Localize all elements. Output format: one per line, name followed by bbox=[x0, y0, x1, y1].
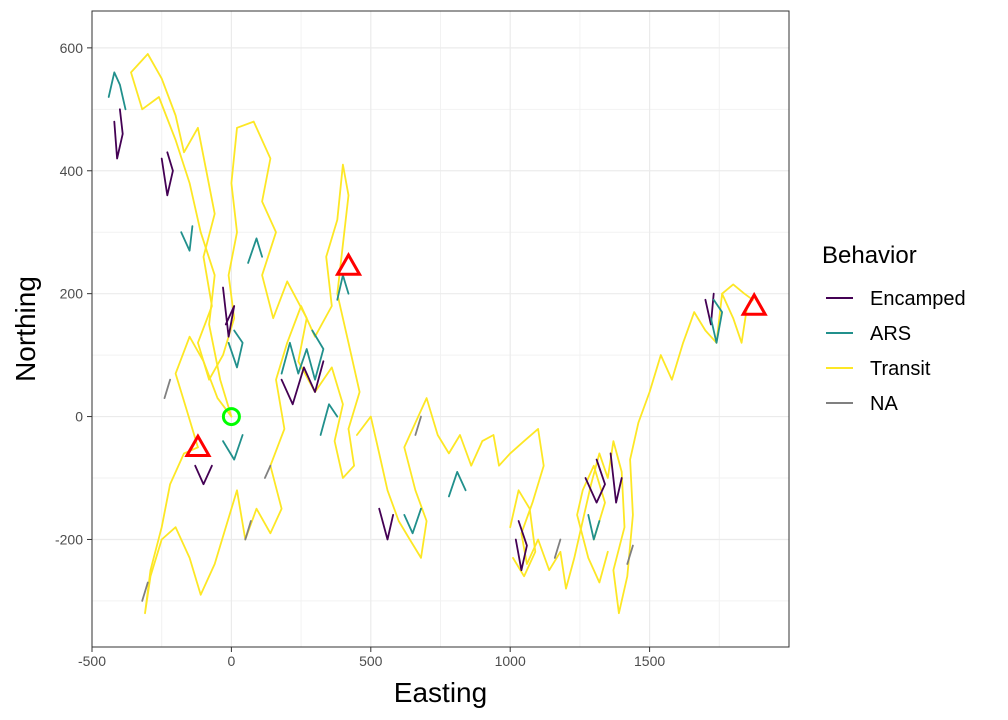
track-transit bbox=[130, 53, 233, 418]
track-encamped bbox=[160, 151, 174, 197]
legend: Behavior Encamped ARS Transit NA bbox=[822, 242, 966, 415]
legend-label-encamped: Encamped bbox=[870, 288, 966, 310]
end-marker bbox=[740, 291, 768, 316]
track-transit bbox=[721, 283, 754, 301]
track-ars bbox=[447, 470, 467, 498]
track-encamped bbox=[222, 286, 236, 338]
y-axis-ticks: -200 0 200 400 600 bbox=[55, 40, 92, 547]
legend-label-transit: Transit bbox=[870, 358, 931, 380]
x-tick-label: 500 bbox=[359, 653, 383, 669]
track-na bbox=[263, 464, 272, 479]
track-ars bbox=[227, 329, 244, 369]
track-ars bbox=[403, 507, 422, 535]
x-tick-label: 1500 bbox=[634, 653, 665, 669]
track-transit bbox=[174, 335, 233, 449]
location-markers bbox=[184, 251, 768, 458]
track-transit bbox=[355, 292, 754, 615]
start-marker bbox=[221, 407, 241, 427]
y-tick-label: 200 bbox=[60, 286, 84, 302]
end-marker bbox=[334, 251, 363, 276]
legend-label-na: NA bbox=[870, 393, 898, 415]
track-ars bbox=[222, 434, 244, 461]
y-tick-label: 600 bbox=[60, 40, 84, 56]
x-tick-label: -500 bbox=[78, 653, 106, 669]
y-tick-label: 0 bbox=[75, 409, 83, 425]
track-ars bbox=[319, 403, 339, 436]
track-encamped bbox=[704, 292, 715, 326]
legend-label-ars: ARS bbox=[870, 323, 911, 345]
track-encamped bbox=[378, 507, 395, 541]
end-marker bbox=[184, 433, 212, 458]
x-axis-ticks: -500 0 500 1000 1500 bbox=[78, 647, 665, 669]
x-tick-label: 1000 bbox=[495, 653, 526, 669]
track-ars bbox=[280, 329, 325, 381]
track-na bbox=[553, 538, 562, 559]
track-na bbox=[141, 581, 149, 602]
track-na bbox=[414, 415, 422, 436]
y-axis-title: Northing bbox=[10, 276, 41, 382]
y-tick-label: 400 bbox=[60, 163, 84, 179]
track-transit bbox=[144, 163, 361, 615]
track-encamped bbox=[609, 452, 623, 504]
y-tick-label: -200 bbox=[55, 531, 83, 547]
track-ars bbox=[180, 225, 194, 252]
legend-items: Encamped ARS Transit NA bbox=[826, 288, 966, 415]
x-tick-label: 0 bbox=[228, 653, 236, 669]
track-na bbox=[244, 520, 252, 541]
track-transit bbox=[576, 464, 609, 584]
x-axis-title: Easting bbox=[394, 677, 487, 708]
track-encamped bbox=[194, 464, 213, 486]
track-transit bbox=[509, 489, 537, 578]
track-ars bbox=[587, 514, 601, 541]
track-na bbox=[626, 544, 634, 565]
legend-title: Behavior bbox=[822, 242, 917, 269]
track-ars bbox=[710, 298, 723, 344]
track-encamped bbox=[280, 360, 325, 406]
movement-tracks bbox=[107, 53, 754, 615]
track-encamped bbox=[514, 520, 528, 572]
track-encamped bbox=[113, 108, 124, 160]
track-ars bbox=[247, 237, 264, 264]
grid-minor bbox=[92, 11, 789, 647]
track-encamped bbox=[584, 458, 606, 504]
track-ars bbox=[107, 71, 127, 111]
track-na bbox=[163, 378, 172, 400]
plot-border bbox=[91, 10, 790, 648]
